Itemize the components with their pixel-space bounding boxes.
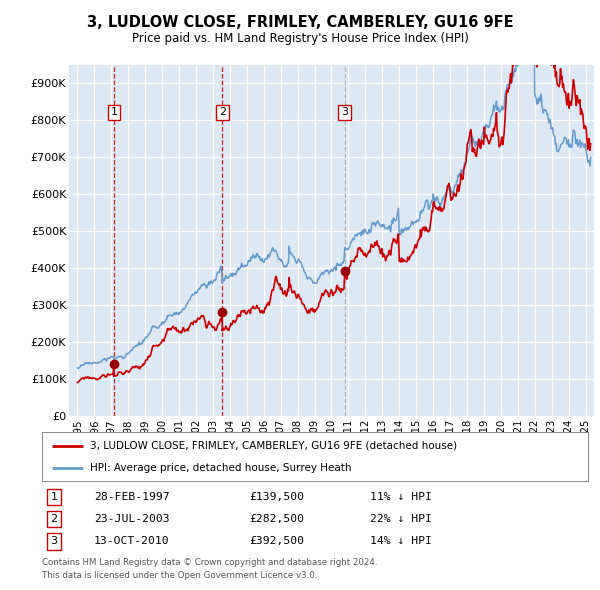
Text: 13-OCT-2010: 13-OCT-2010 <box>94 536 169 546</box>
Text: 11% ↓ HPI: 11% ↓ HPI <box>370 493 431 502</box>
Text: 2: 2 <box>219 107 226 117</box>
Text: 3, LUDLOW CLOSE, FRIMLEY, CAMBERLEY, GU16 9FE (detached house): 3, LUDLOW CLOSE, FRIMLEY, CAMBERLEY, GU1… <box>90 441 457 451</box>
Text: This data is licensed under the Open Government Licence v3.0.: This data is licensed under the Open Gov… <box>42 571 317 579</box>
Text: £139,500: £139,500 <box>250 493 304 502</box>
Text: 23-JUL-2003: 23-JUL-2003 <box>94 514 169 524</box>
Text: 14% ↓ HPI: 14% ↓ HPI <box>370 536 431 546</box>
Text: 28-FEB-1997: 28-FEB-1997 <box>94 493 169 502</box>
Text: 2: 2 <box>50 514 58 524</box>
Text: £282,500: £282,500 <box>250 514 304 524</box>
Text: 3, LUDLOW CLOSE, FRIMLEY, CAMBERLEY, GU16 9FE: 3, LUDLOW CLOSE, FRIMLEY, CAMBERLEY, GU1… <box>86 15 514 30</box>
Text: 3: 3 <box>341 107 348 117</box>
Text: 1: 1 <box>110 107 118 117</box>
Text: HPI: Average price, detached house, Surrey Heath: HPI: Average price, detached house, Surr… <box>90 463 352 473</box>
Text: 22% ↓ HPI: 22% ↓ HPI <box>370 514 431 524</box>
Text: 1: 1 <box>50 493 58 502</box>
Text: Price paid vs. HM Land Registry's House Price Index (HPI): Price paid vs. HM Land Registry's House … <box>131 32 469 45</box>
Text: Contains HM Land Registry data © Crown copyright and database right 2024.: Contains HM Land Registry data © Crown c… <box>42 558 377 566</box>
Text: 3: 3 <box>50 536 58 546</box>
Text: £392,500: £392,500 <box>250 536 304 546</box>
